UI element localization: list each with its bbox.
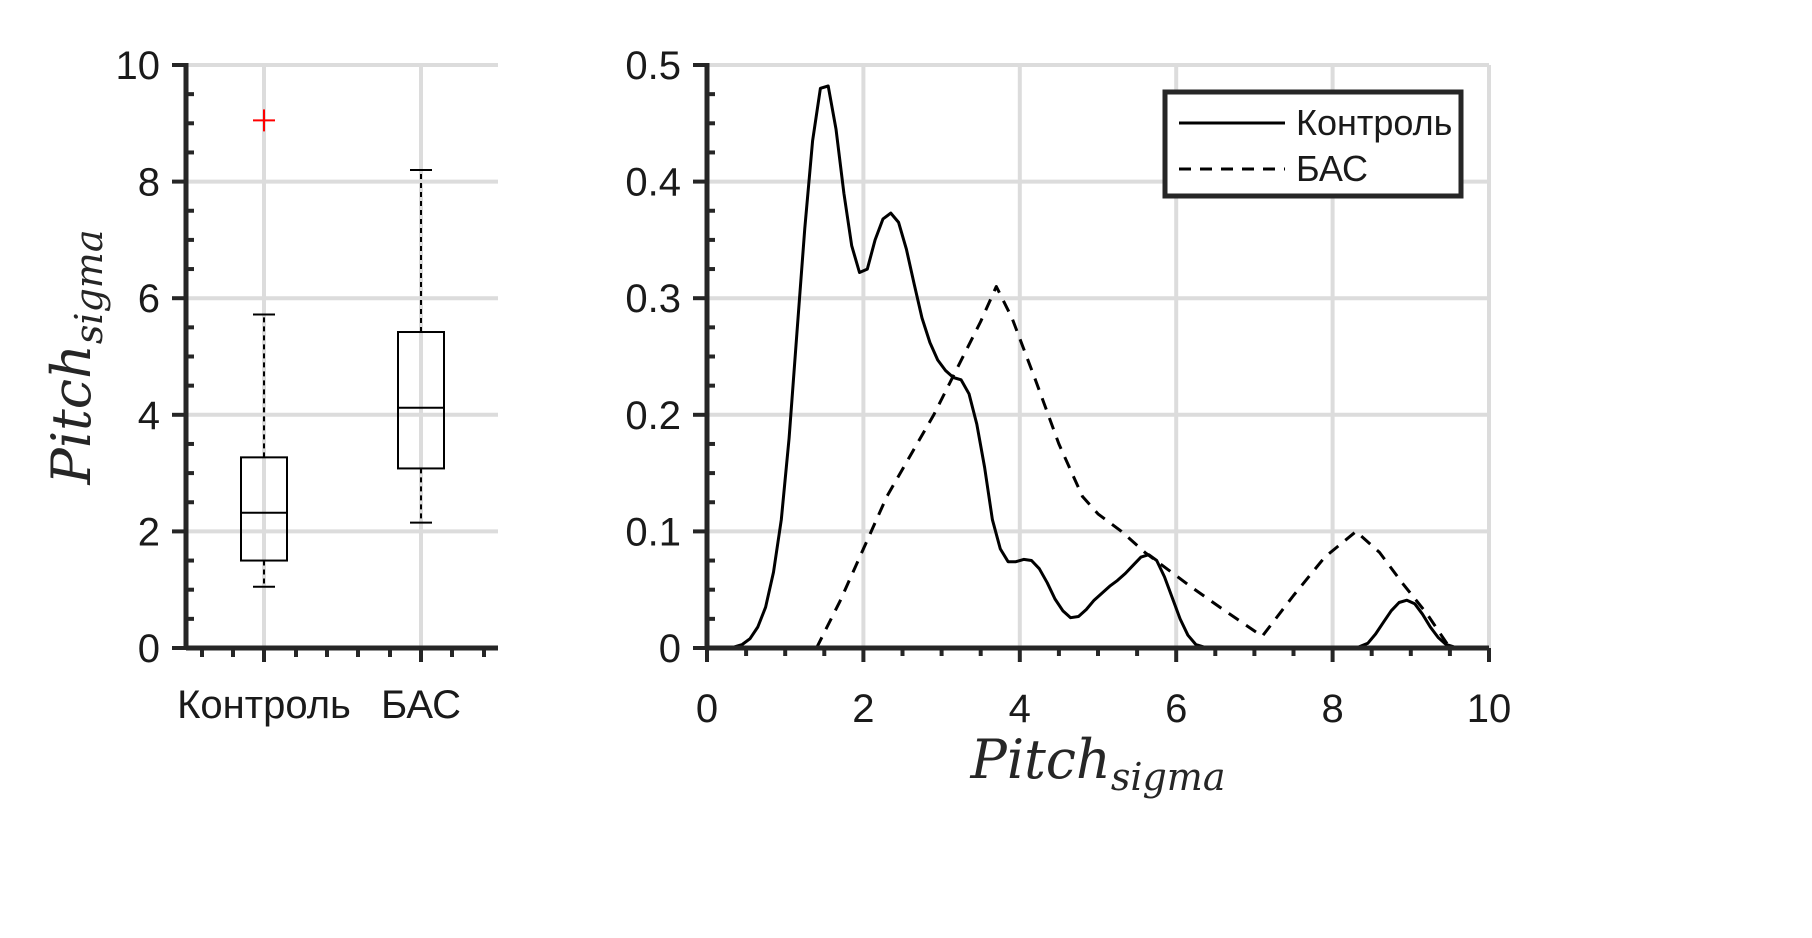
y-axis-title-main: Pitch	[40, 344, 103, 485]
y-axis-title-sub: sigma	[67, 230, 111, 345]
y-tick-label: 0.3	[625, 277, 681, 321]
series-line-bas	[815, 285, 1452, 649]
y-tick-label: 6	[138, 277, 160, 321]
legend-box	[1162, 89, 1464, 199]
y-tick-label: 0.1	[625, 510, 681, 554]
x-tick-label: 10	[1467, 687, 1512, 731]
y-tick-label: 0	[138, 627, 160, 671]
x-axis-title-main: Pitch	[970, 728, 1111, 791]
x-tick-label: 4	[1009, 687, 1031, 731]
y-tick-label: 8	[138, 161, 160, 205]
y-tick-label: 0.4	[625, 161, 681, 205]
x-tick-label: 0	[696, 687, 718, 731]
boxplot-panel: 0 2 4 6 8 10 Контроль БАС Pitchsigma	[40, 44, 498, 727]
y-tick-label: 0.2	[625, 394, 681, 438]
outlier-marker	[253, 109, 275, 132]
y-tick-label: 4	[138, 394, 160, 438]
y-tick-label: 2	[138, 510, 160, 554]
series-line-kontrol	[707, 84, 1482, 650]
y-axis-title: Pitchsigma	[40, 230, 111, 486]
legend-label: БАС	[1296, 148, 1368, 189]
y-tick-label: 10	[116, 44, 161, 88]
x-category-label: Контроль	[177, 683, 351, 727]
x-tick-label: 6	[1165, 687, 1187, 731]
x-axis-title-sub: sigma	[1111, 755, 1226, 799]
x-axis-title: Pitchsigma	[970, 728, 1226, 799]
y-tick-label: 0	[659, 627, 681, 671]
y-tick-label: 0.5	[625, 44, 681, 88]
x-tick-label: 8	[1321, 687, 1343, 731]
legend: Контроль БАС	[1162, 89, 1464, 199]
x-category-label: БАС	[381, 683, 461, 727]
x-tick-label: 2	[852, 687, 874, 731]
legend-label: Контроль	[1296, 102, 1452, 143]
box-iqr	[397, 331, 445, 470]
density-panel: 0 0.1 0.2 0.3 0.4 0.5 0 2 4 6 8 10 Pitchsigma Контрол…	[625, 44, 1511, 799]
box-iqr	[240, 456, 288, 562]
